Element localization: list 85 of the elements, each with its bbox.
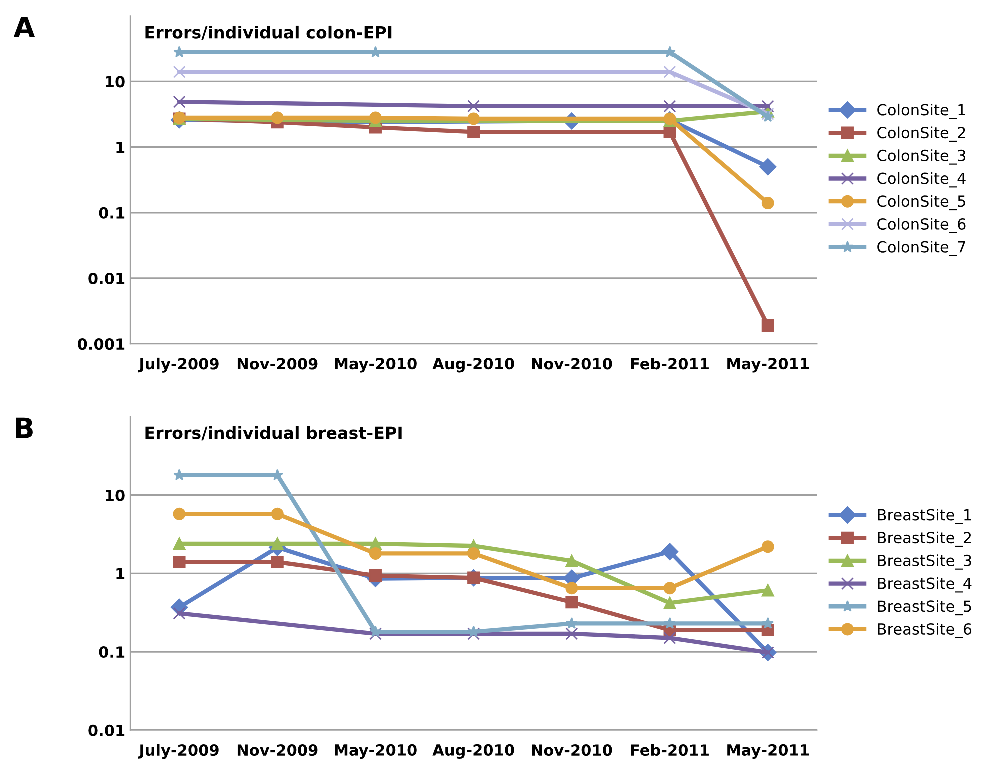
x-tick-label: Aug-2010 xyxy=(432,358,514,373)
point xyxy=(566,582,578,595)
y-tick-label: 0.01 xyxy=(88,272,125,284)
point xyxy=(173,96,186,108)
point xyxy=(369,628,382,640)
chart-title: Errors/individual breast-EPI xyxy=(146,426,402,441)
x-tick-label: Nov-2009 xyxy=(238,358,318,370)
point xyxy=(762,540,774,554)
point xyxy=(762,100,774,113)
point xyxy=(762,197,774,210)
y-tick-label: 0.1 xyxy=(99,207,125,219)
text: B xyxy=(16,418,33,438)
x-tick-label: May-2011 xyxy=(728,358,809,373)
point xyxy=(272,469,284,481)
point xyxy=(762,110,774,122)
legend-label: BreastSite_3 xyxy=(878,554,972,570)
x-tick-label: Nov-2010 xyxy=(532,744,612,756)
point xyxy=(664,617,676,629)
legend-label: BreastSite_2 xyxy=(878,532,972,548)
point xyxy=(664,596,676,610)
legend-label: BreastSite_6 xyxy=(878,623,972,638)
point xyxy=(664,632,676,644)
point xyxy=(369,570,382,582)
x-tick-label: May-2010 xyxy=(335,358,417,373)
point xyxy=(762,320,774,332)
x-tick-label: Feb-2011 xyxy=(631,358,709,370)
point xyxy=(661,543,679,560)
point xyxy=(173,538,186,550)
point xyxy=(566,596,578,609)
text: Errors/individual colon-EPI xyxy=(146,26,392,40)
point xyxy=(271,112,284,124)
point xyxy=(271,556,284,568)
y-tick-label: 10 xyxy=(106,76,125,88)
point xyxy=(271,508,284,520)
point xyxy=(468,628,480,640)
point xyxy=(664,66,676,78)
point xyxy=(173,66,186,78)
legend-label: ColonSite_4 xyxy=(878,172,966,188)
point xyxy=(762,108,774,120)
point xyxy=(762,584,774,597)
point xyxy=(566,617,578,629)
y-tick-label: 10 xyxy=(106,490,125,502)
legend-label: BreastSite_5 xyxy=(878,600,972,616)
legend-label: ColonSite_1 xyxy=(878,104,966,120)
y-tick-label: 0.1 xyxy=(99,646,125,658)
x-tick-label: Feb-2011 xyxy=(631,744,709,756)
point xyxy=(369,112,382,124)
point xyxy=(370,626,382,638)
x-tick-label: July-2009 xyxy=(138,744,219,760)
point xyxy=(468,100,480,113)
point xyxy=(468,547,480,560)
x-tick-label: May-2010 xyxy=(335,744,417,760)
legend-label: ColonSite_5 xyxy=(878,195,966,211)
legend-label: ColonSite_7 xyxy=(878,241,966,256)
x-tick-label: Aug-2010 xyxy=(432,744,514,760)
y-tick-label: 1 xyxy=(116,142,125,154)
point xyxy=(468,112,480,126)
point xyxy=(174,46,186,58)
y-tick-label: 0.01 xyxy=(88,724,125,736)
legend-label: ColonSite_3 xyxy=(878,150,966,165)
point xyxy=(174,469,186,481)
x-tick-label: July-2009 xyxy=(138,358,219,373)
point xyxy=(173,508,186,520)
x-tick-label: Nov-2009 xyxy=(238,744,318,756)
point xyxy=(664,46,676,58)
point xyxy=(566,554,578,568)
point xyxy=(664,100,676,113)
point xyxy=(762,617,774,629)
y-tick-label: 1 xyxy=(116,568,125,580)
legend-label: BreastSite_4 xyxy=(878,578,972,593)
point xyxy=(173,556,186,568)
x-tick-label: May-2011 xyxy=(728,744,809,760)
text: A xyxy=(14,16,36,38)
y-tick-label: 0.001 xyxy=(78,338,125,350)
point xyxy=(370,46,382,58)
x-tick-label: Nov-2010 xyxy=(532,358,612,370)
legend-label: ColonSite_2 xyxy=(878,126,966,142)
legend-label: ColonSite_6 xyxy=(878,218,966,234)
point xyxy=(468,126,480,138)
point xyxy=(760,158,777,176)
point xyxy=(566,628,578,640)
point xyxy=(664,582,676,595)
point xyxy=(369,547,382,560)
point xyxy=(468,626,480,638)
legend-label: BreastSite_1 xyxy=(878,508,972,524)
